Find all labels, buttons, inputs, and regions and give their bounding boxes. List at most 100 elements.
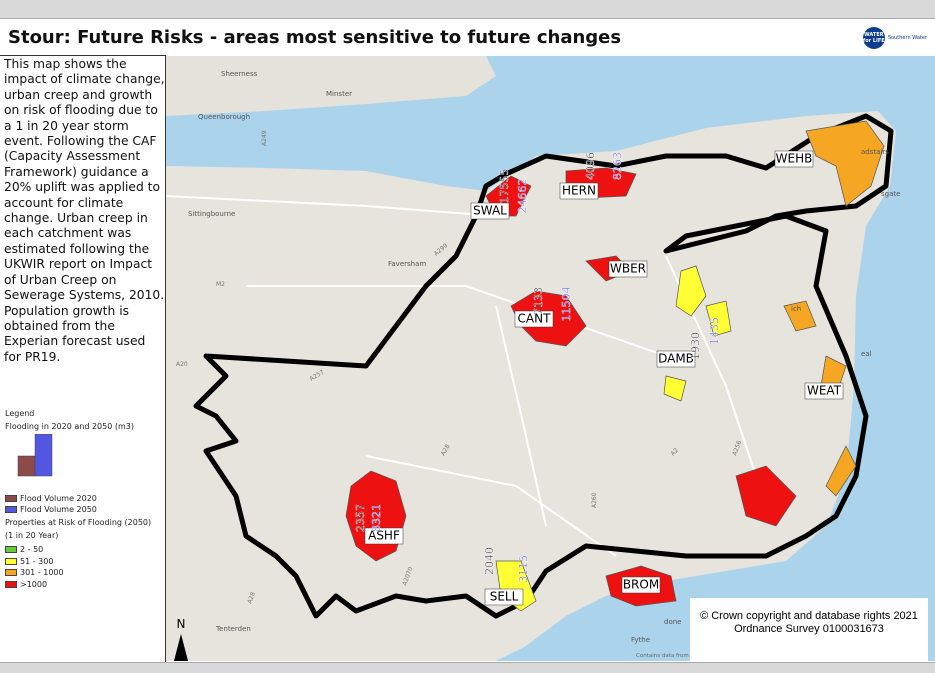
flood-volume-label: 11504	[560, 287, 573, 322]
flood-volume-label: 2040	[483, 547, 496, 575]
flood-volume-label: 17555	[498, 169, 511, 204]
flood-volume-label: 24662	[516, 179, 529, 214]
legend-flood-items: Flood Volume 2020 Flood Volume 2050	[5, 493, 97, 515]
catchment-label: WBER	[610, 262, 646, 276]
legend-swatch	[5, 557, 17, 565]
place-label: Queenborough	[198, 113, 250, 121]
place-label: done	[664, 618, 681, 626]
attribution: Contains data from O	[636, 653, 696, 659]
catchment-label-box	[514, 310, 554, 328]
north-label: N	[177, 617, 186, 631]
legend-swatch	[5, 506, 17, 513]
catchment-label-box	[656, 350, 696, 368]
legend-class-subheading: (1 in 20 Year)	[5, 531, 59, 540]
area	[485, 167, 637, 347]
legend-flood-heading: Flooding in 2020 and 2050 (m3)	[5, 422, 134, 431]
place-label: Faversham	[388, 260, 426, 268]
logo: WATER for LIFE Southern Water	[862, 27, 927, 49]
road-label: A256	[731, 439, 743, 456]
road-label: A260	[591, 492, 598, 508]
area	[805, 120, 885, 207]
catchment-label-box	[484, 588, 524, 606]
catchment-label-box	[470, 202, 510, 220]
legend-class-heading: Properties at Risk of Flooding (2050)	[5, 518, 152, 527]
map: WEHB SWAL HERN WBER CANT DAMB WEAT ASHF SELL BROM…	[166, 56, 935, 661]
catchment-label-box	[804, 382, 844, 400]
road-label: A28	[246, 591, 257, 605]
place-label: Fythe	[631, 636, 650, 644]
legend-swatch	[5, 495, 17, 502]
flood-volume-label: 8321	[370, 504, 383, 532]
flood-volume-label: 3115	[517, 555, 530, 583]
flood-volume-label: 7133	[532, 287, 545, 315]
area	[495, 265, 732, 612]
side-panel: This map shows the impact of climate cha…	[0, 55, 166, 662]
legend-label: 301 - 1000	[20, 568, 64, 577]
catchment-label-box	[559, 182, 599, 200]
catchment-label: ASHF	[368, 529, 400, 543]
island	[166, 56, 496, 116]
legend-bars	[17, 434, 53, 477]
legend-label: 2 - 50	[20, 545, 44, 554]
legend-item: Flood Volume 2050	[5, 504, 97, 515]
road-label: A20	[176, 361, 188, 368]
place-label: Sheerness	[221, 70, 258, 78]
catchment-label: CANT	[518, 312, 552, 326]
place-label: eal	[861, 350, 872, 358]
logo-mark: WATER for LIFE	[862, 27, 885, 49]
legend-item: 2 - 50	[5, 544, 64, 556]
map-labels: WEHB SWAL HERN WBER CANT DAMB WEAT ASHF SELL BROM…	[173, 70, 900, 661]
legend-label: Flood Volume 2020	[20, 494, 97, 503]
legend-bar	[34, 434, 53, 477]
road-label: A249	[261, 130, 268, 146]
catchment-label-box	[364, 527, 404, 545]
logo-name: Southern Water	[887, 35, 927, 41]
flood-volume-label: 2357	[354, 504, 367, 532]
legend-swatch	[5, 580, 17, 588]
flood-volume-label: 1930	[689, 332, 702, 360]
legend-class-items: 2 - 50 51 - 300 301 - 1000 >1000	[5, 544, 64, 590]
legend-item: 301 - 1000	[5, 567, 64, 579]
catchment-label: SELL	[490, 590, 519, 604]
catchment-label-box	[774, 150, 814, 168]
catchment-label-box	[608, 260, 648, 278]
north-arrow	[173, 634, 189, 661]
layout-frame: Stour: Future Risks - areas most sensiti…	[0, 18, 935, 663]
place-label: adstairs	[861, 148, 889, 156]
legend-item: >1000	[5, 579, 64, 591]
legend-bar	[17, 455, 36, 477]
roads	[166, 195, 757, 557]
legend-heading: Legend	[5, 409, 35, 418]
area	[345, 465, 797, 607]
catchment-label: SWAL	[473, 204, 507, 218]
place-label: Tenterden	[215, 625, 251, 633]
stour-boundary	[193, 113, 894, 619]
legend-swatch	[5, 569, 17, 576]
legend-swatch	[5, 546, 17, 553]
legend-label: Flood Volume 2050	[20, 505, 97, 514]
page-title: Stour: Future Risks - areas most sensiti…	[8, 27, 622, 48]
catchment-label: BROM	[623, 578, 659, 592]
catchment-label: HERN	[562, 184, 596, 198]
place-label: ich	[791, 305, 801, 313]
flood-volume-label: 8263	[611, 152, 624, 180]
place-label: Minster	[326, 90, 352, 98]
copyright-line: Ordnance Survey 0100031673	[734, 623, 884, 635]
flood-volume-label: 1435	[708, 317, 721, 345]
legend-label: >1000	[20, 579, 48, 589]
copyright-line: © Crown copyright and database rights 20…	[700, 610, 918, 622]
legend-label: 51 - 300	[20, 556, 54, 566]
description: This map shows the impact of climate cha…	[4, 57, 165, 363]
road-label: A2	[669, 447, 680, 458]
catchment-label: WEAT	[807, 384, 842, 398]
place-label: sgate	[881, 190, 900, 198]
catchment-label: DAMB	[658, 352, 694, 366]
catchment-label: WEHB	[776, 152, 813, 166]
catchment-label-box	[621, 576, 661, 594]
place-label: Sittingbourne	[188, 210, 235, 218]
road-label: M2	[216, 281, 225, 288]
flood-volume-label: 4096	[584, 152, 597, 180]
legend-item: Flood Volume 2020	[5, 493, 97, 504]
copyright-box: © Crown copyright and database rights 20…	[690, 598, 928, 661]
